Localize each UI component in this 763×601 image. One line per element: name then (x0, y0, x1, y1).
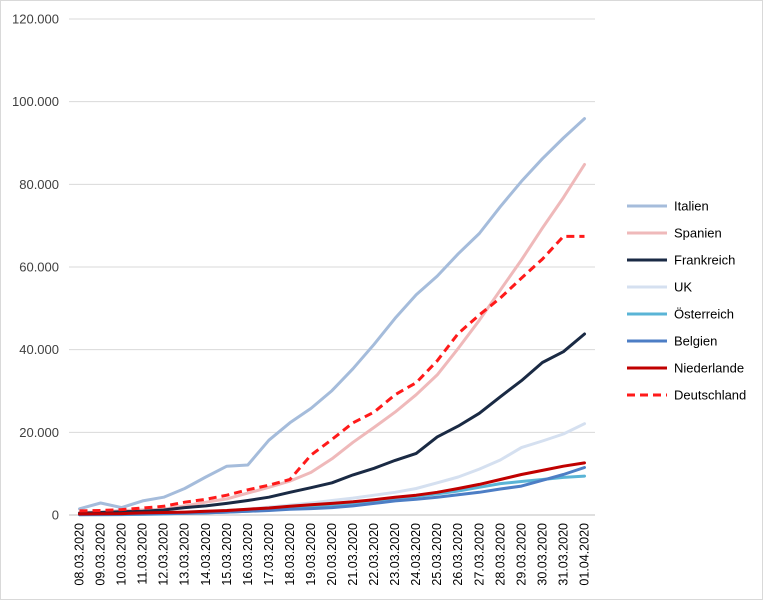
x-tick-label: 11.03.2020 (136, 523, 150, 585)
gridlines (69, 18, 595, 433)
x-tick-label: 21.03.2020 (346, 523, 360, 586)
x-axis-ticks: 08.03.2020 09.03.2020 10.03.2020 11.03.2020… (73, 523, 592, 586)
x-tick-label: 26.03.2020 (451, 523, 465, 586)
series-line-niederlande (78, 461, 586, 516)
x-tick-label: 27.03.2020 (472, 523, 486, 586)
x-tick-label: 01.04.2020 (577, 523, 591, 586)
legend-label: Belgien (674, 334, 717, 349)
x-tick-label: 22.03.2020 (367, 523, 381, 586)
x-tick-label: 20.03.2020 (325, 523, 339, 586)
y-tick-label: 100.000 (12, 94, 59, 109)
x-tick-label: 08.03.2020 (73, 523, 87, 586)
series-lines (78, 117, 586, 517)
legend-label: Italien (674, 199, 709, 214)
x-tick-label: 14.03.2020 (199, 523, 213, 586)
y-tick-label: 80.000 (19, 177, 59, 192)
legend-label: Österreich (674, 307, 734, 322)
x-tick-label: 29.03.2020 (514, 523, 528, 586)
series-line-uk (78, 422, 586, 517)
legend-label: Deutschland (674, 388, 746, 403)
x-tick-label: 25.03.2020 (430, 523, 444, 586)
x-tick-label: 19.03.2020 (304, 523, 318, 586)
x-tick-label: 12.03.2020 (157, 523, 171, 586)
x-tick-label: 13.03.2020 (178, 523, 192, 586)
x-tick-label: 28.03.2020 (493, 523, 507, 586)
x-tick-label: 15.03.2020 (220, 523, 234, 586)
y-tick-label: 40.000 (19, 342, 59, 357)
series-line-deutschland (79, 234, 585, 513)
series-line-belgien (78, 466, 586, 517)
x-tick-label: 23.03.2020 (388, 523, 402, 586)
y-tick-label: 0 (52, 508, 59, 523)
y-tick-label: 20.000 (19, 425, 59, 440)
y-tick-label: 60.000 (19, 260, 59, 275)
y-tick-label: 120.000 (12, 12, 59, 27)
series-line-frankreich (78, 332, 586, 515)
series-line-spanien (78, 163, 586, 514)
y-axis-ticks: 0 20.000 40.000 60.000 80.000 100.000 120.000 (12, 12, 59, 523)
series-line-italien (78, 117, 586, 511)
x-tick-label: 17.03.2020 (262, 523, 276, 586)
legend-label: Frankreich (674, 253, 735, 268)
legend-label: Spanien (674, 226, 722, 241)
x-tick-label: 10.03.2020 (115, 523, 129, 586)
x-tick-label: 16.03.2020 (241, 523, 255, 586)
legend-label: UK (674, 280, 692, 295)
legend: Italien Spanien Frankreich UK Österreich Belg… (627, 199, 746, 403)
x-tick-label: 30.03.2020 (535, 523, 549, 586)
x-tick-label: 31.03.2020 (556, 523, 570, 586)
legend-label: Niederlande (674, 361, 744, 376)
x-tick-label: 18.03.2020 (283, 523, 297, 586)
x-tick-label: 09.03.2020 (94, 523, 108, 586)
x-tick-label: 24.03.2020 (409, 523, 423, 586)
